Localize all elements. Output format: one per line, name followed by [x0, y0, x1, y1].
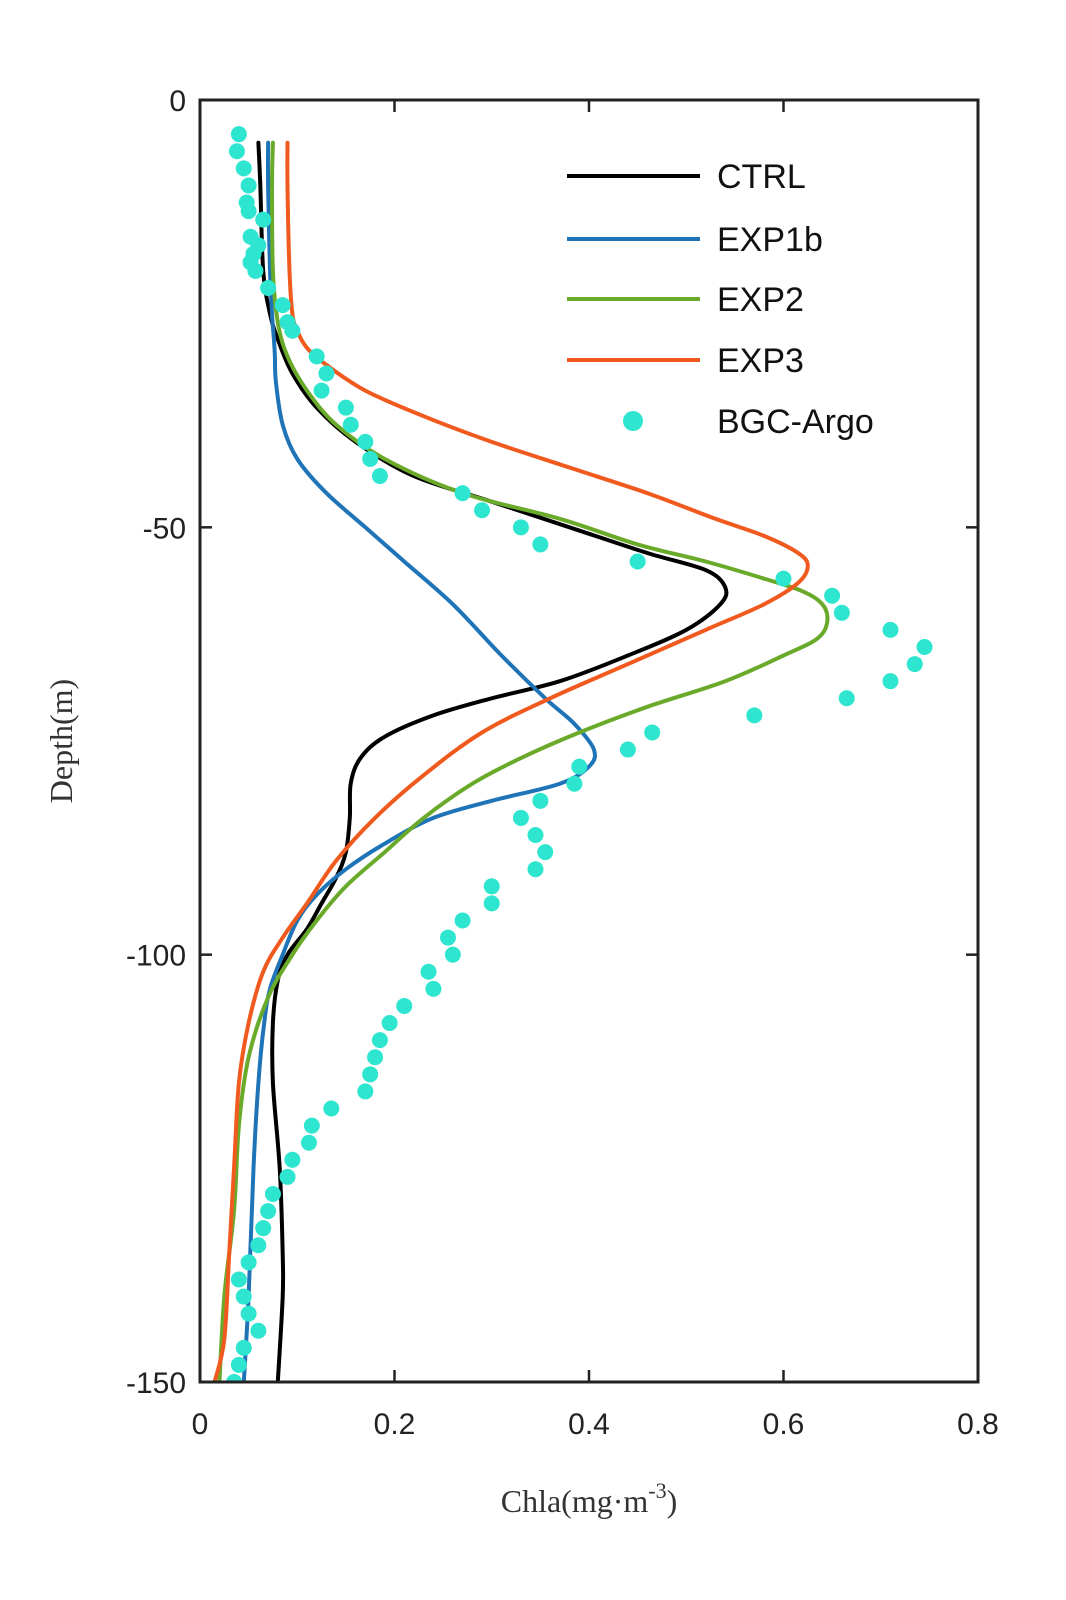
- series-bgc-argo: [226, 126, 933, 1382]
- argo-point: [566, 775, 583, 792]
- argo-point: [474, 502, 491, 519]
- argo-point: [284, 1151, 301, 1168]
- argo-point: [240, 1254, 257, 1271]
- argo-point: [337, 399, 354, 416]
- legend-label-exp1b: EXP1b: [717, 221, 823, 259]
- series-layer: [212, 126, 933, 1382]
- argo-point: [235, 1288, 252, 1305]
- x-axis-title-superscript: -3: [648, 1478, 666, 1503]
- argo-point: [279, 1168, 296, 1185]
- legend-label-exp2: EXP2: [717, 281, 804, 319]
- argo-point: [362, 450, 379, 467]
- argo-point: [308, 348, 325, 365]
- x-axis-title: Chla(mg·m-3): [501, 1478, 678, 1519]
- argo-point: [303, 1117, 320, 1134]
- legend-label-bgc-argo: BGC-Argo: [717, 403, 874, 441]
- argo-point: [746, 707, 763, 724]
- y-tick-label: -100: [126, 940, 186, 973]
- legend-marker-bgc-argo: [623, 411, 643, 431]
- argo-point: [313, 382, 330, 399]
- argo-point: [527, 827, 544, 844]
- x-tick-label: 0.2: [374, 1408, 416, 1441]
- argo-point: [342, 416, 359, 433]
- argo-point: [882, 673, 899, 690]
- argo-point: [512, 519, 529, 536]
- argo-point: [916, 638, 933, 655]
- argo-point: [274, 297, 291, 314]
- argo-point: [235, 1339, 252, 1356]
- argo-point: [230, 1356, 247, 1373]
- argo-point: [260, 1203, 277, 1220]
- x-axis-title-close: ): [667, 1483, 678, 1519]
- legend-label-ctrl: CTRL: [717, 158, 806, 196]
- argo-point: [367, 1049, 384, 1066]
- argo-point: [228, 143, 245, 160]
- argo-point: [260, 280, 277, 297]
- argo-point: [371, 468, 388, 485]
- argo-point: [250, 1237, 267, 1254]
- argo-point: [255, 1220, 272, 1237]
- y-tick-label: 0: [169, 85, 186, 118]
- argo-point: [425, 980, 442, 997]
- argo-point: [906, 656, 923, 673]
- argo-point: [381, 1015, 398, 1032]
- argo-point: [371, 1032, 388, 1049]
- argo-point: [833, 604, 850, 621]
- x-tick-label: 0.4: [568, 1408, 610, 1441]
- x-tick-label: 0.8: [957, 1408, 999, 1441]
- series-line-exp2: [217, 140, 830, 1382]
- argo-point: [362, 1066, 379, 1083]
- argo-point: [454, 485, 471, 502]
- argo-point: [323, 1100, 340, 1117]
- argo-point: [420, 963, 437, 980]
- argo-point: [838, 690, 855, 707]
- argo-point: [537, 844, 554, 861]
- argo-point: [357, 1083, 374, 1100]
- argo-point: [264, 1185, 281, 1202]
- argo-point: [629, 553, 646, 570]
- argo-point: [240, 203, 257, 220]
- argo-point: [824, 587, 841, 604]
- argo-point: [240, 177, 257, 194]
- argo-point: [235, 160, 252, 177]
- series-line-ctrl: [256, 140, 729, 1382]
- argo-point: [396, 997, 413, 1014]
- argo-point: [483, 895, 500, 912]
- ticks-layer: 0 0.2 0.4 0.6 0.8 0 -50 -100 -150: [126, 85, 999, 1441]
- argo-point: [454, 912, 471, 929]
- argo-point: [444, 946, 461, 963]
- argo-point: [318, 365, 335, 382]
- legend-label-exp3: EXP3: [717, 342, 804, 380]
- y-tick-label: -50: [143, 512, 186, 545]
- legend: CTRL EXP1b EXP2 EXP3 BGC-Argo: [567, 158, 874, 441]
- y-tick-label: -150: [126, 1367, 186, 1400]
- argo-point: [230, 1271, 247, 1288]
- argo-point: [882, 621, 899, 638]
- argo-point: [357, 433, 374, 450]
- argo-point: [284, 322, 301, 339]
- x-tick-label: 0.6: [763, 1408, 805, 1441]
- argo-point: [775, 570, 792, 587]
- argo-point: [512, 809, 529, 826]
- argo-point: [226, 1374, 243, 1382]
- argo-point: [230, 126, 247, 143]
- argo-point: [532, 792, 549, 809]
- argo-point: [527, 861, 544, 878]
- argo-point: [255, 211, 272, 228]
- argo-point: [300, 1134, 317, 1151]
- x-axis-title-main: Chla(mg·m: [501, 1483, 649, 1519]
- argo-point: [439, 929, 456, 946]
- argo-point: [619, 741, 636, 758]
- x-tick-label: 0: [192, 1408, 209, 1441]
- argo-point: [250, 1322, 267, 1339]
- argo-point: [240, 1305, 257, 1322]
- argo-point: [571, 758, 588, 775]
- argo-point: [532, 536, 549, 553]
- argo-point: [483, 878, 500, 895]
- argo-point: [644, 724, 661, 741]
- y-axis-title: Depth(m): [43, 679, 79, 803]
- argo-point: [247, 262, 264, 279]
